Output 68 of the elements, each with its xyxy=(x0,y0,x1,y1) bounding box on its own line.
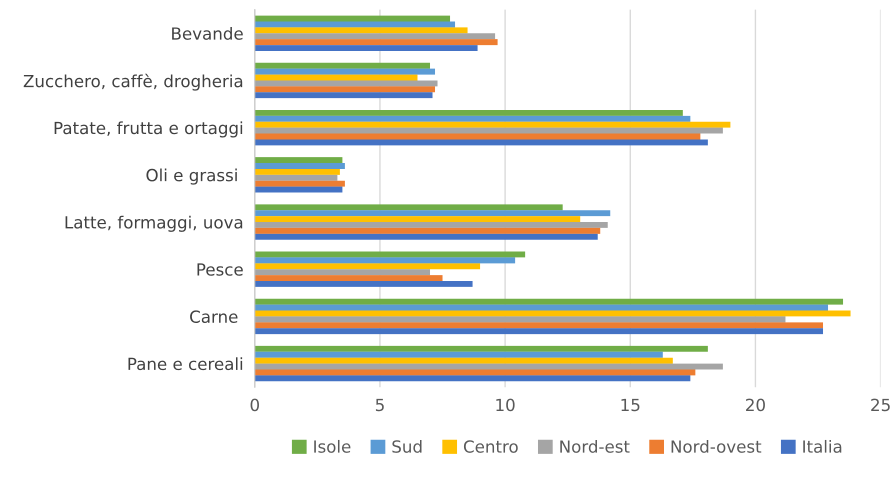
legend-label: Nord-est xyxy=(560,440,630,453)
y-tick-label: Pesce xyxy=(198,263,243,276)
legend-label: Nord-ovest xyxy=(672,440,762,453)
bar xyxy=(254,328,824,334)
x-tick-label: 20 xyxy=(746,398,765,412)
y-tick-label: Bevande xyxy=(172,26,243,40)
bar xyxy=(254,92,433,98)
bar xyxy=(254,322,824,328)
bar xyxy=(254,252,526,258)
bar xyxy=(254,16,450,22)
bar xyxy=(254,352,663,358)
bar xyxy=(254,358,673,364)
y-tick-label: Zucchero, caffè, drogheria xyxy=(24,74,242,91)
bar xyxy=(254,370,696,376)
bar xyxy=(254,39,498,46)
y-tick-label: Oli e grassi xyxy=(146,168,237,185)
y-tick-label: Patate, frutta e ortaggi xyxy=(54,121,242,138)
legend-label: Italia xyxy=(803,440,842,453)
bar xyxy=(254,298,844,305)
y-tick-label: Pane e cereali xyxy=(128,357,242,370)
bar xyxy=(254,310,851,316)
y-tick-label: Carne xyxy=(190,310,238,323)
bar xyxy=(254,68,436,75)
bar xyxy=(254,80,438,86)
x-tick-label: 10 xyxy=(496,398,515,412)
bar xyxy=(254,116,690,122)
bar xyxy=(254,275,443,282)
bar xyxy=(254,281,473,287)
bar xyxy=(254,216,580,222)
bar xyxy=(254,86,436,92)
y-tick-label: Latte, formaggi, uova xyxy=(66,216,242,232)
bar xyxy=(254,62,430,69)
bar xyxy=(254,45,478,51)
bar xyxy=(254,134,700,140)
bar xyxy=(254,21,456,28)
bar xyxy=(254,263,480,270)
x-tick-label: 0 xyxy=(250,398,259,412)
bar xyxy=(254,128,723,134)
bar xyxy=(254,257,516,264)
bar xyxy=(254,139,708,146)
bar xyxy=(254,74,418,80)
bar xyxy=(254,364,723,370)
bar xyxy=(254,157,342,164)
bar xyxy=(254,204,563,210)
bar xyxy=(254,304,828,311)
bar xyxy=(254,168,340,175)
bar xyxy=(254,234,598,240)
bar xyxy=(254,122,730,128)
legend-label: Centro xyxy=(464,440,518,453)
x-tick-label: 25 xyxy=(871,398,890,412)
bar xyxy=(254,228,600,234)
bar xyxy=(254,180,345,187)
bar xyxy=(254,110,683,116)
x-tick-label: 5 xyxy=(376,398,384,412)
bar xyxy=(254,210,610,216)
x-tick-label: 15 xyxy=(621,398,640,412)
legend-label: Sud xyxy=(392,440,422,453)
bar xyxy=(254,269,430,276)
legend-label: Isole xyxy=(314,440,350,453)
bar xyxy=(254,174,338,181)
bar xyxy=(254,33,496,40)
bar xyxy=(254,163,345,169)
bar xyxy=(254,27,468,34)
bar xyxy=(254,375,690,382)
bar xyxy=(254,222,608,228)
bar xyxy=(254,346,708,352)
bar xyxy=(254,316,786,322)
bar xyxy=(254,186,342,193)
